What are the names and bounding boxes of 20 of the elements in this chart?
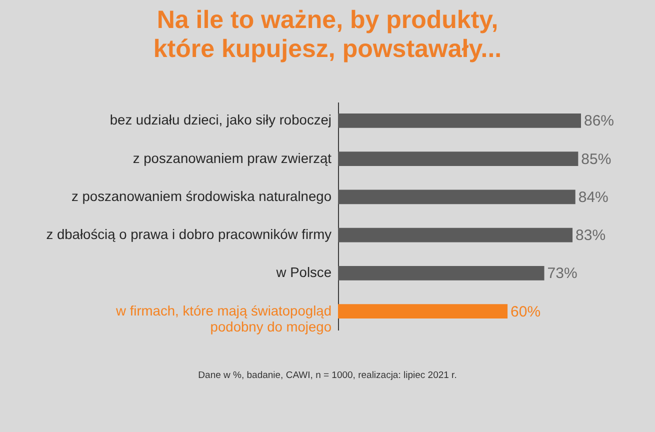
- bar: [338, 152, 578, 166]
- chart-title: Na ile to ważne, by produkty, które kupujesz, powstawały...: [153, 6, 502, 63]
- bar: [338, 113, 581, 128]
- bar: [338, 266, 544, 280]
- y-tick-label: w Polsce: [275, 265, 332, 280]
- data-label: 86%: [584, 112, 614, 130]
- y-tick-label: z poszanowaniem praw zwierząt: [132, 150, 332, 166]
- data-label: 73%: [547, 265, 578, 282]
- bar: [338, 228, 573, 242]
- text: Dane w %, badanie, CAWI, n = 1000, realizacja: lipiec 2021 r.: [198, 370, 457, 381]
- data-label: 83%: [576, 227, 606, 244]
- data-label: 85%: [581, 150, 612, 168]
- y-tick-label: z dbałością o prawa i dobro pracowników firmy: [46, 227, 332, 242]
- y-tick-label: z poszanowaniem środowiska naturalnego: [72, 188, 332, 204]
- bar: [338, 304, 508, 319]
- data-label: 60%: [510, 303, 541, 320]
- y-tick-label: w firmach, które mają światopogląd podobny do mojego: [115, 303, 332, 334]
- bar: [338, 190, 576, 204]
- y-tick-label: bez udziału dzieci, jako siły roboczej: [110, 112, 332, 128]
- data-label: 84%: [578, 188, 608, 206]
